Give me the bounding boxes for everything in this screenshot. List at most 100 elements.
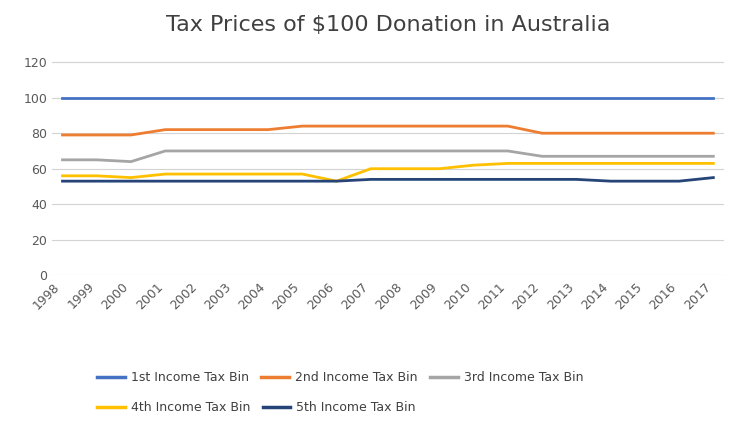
2nd Income Tax Bin xyxy=(640,131,649,136)
2nd Income Tax Bin xyxy=(538,131,547,136)
5th Income Tax Bin xyxy=(93,178,101,184)
Title: Tax Prices of $100 Donation in Australia: Tax Prices of $100 Donation in Australia xyxy=(166,15,610,35)
5th Income Tax Bin xyxy=(127,178,136,184)
Legend: 4th Income Tax Bin, 5th Income Tax Bin: 4th Income Tax Bin, 5th Income Tax Bin xyxy=(92,396,421,419)
3rd Income Tax Bin xyxy=(606,154,615,159)
2nd Income Tax Bin xyxy=(366,123,375,129)
4th Income Tax Bin xyxy=(435,166,444,171)
5th Income Tax Bin xyxy=(435,177,444,182)
Line: 2nd Income Tax Bin: 2nd Income Tax Bin xyxy=(63,126,713,135)
2nd Income Tax Bin xyxy=(161,127,170,132)
5th Income Tax Bin xyxy=(401,177,410,182)
5th Income Tax Bin xyxy=(572,177,581,182)
4th Income Tax Bin xyxy=(58,173,67,178)
4th Income Tax Bin xyxy=(161,171,170,177)
3rd Income Tax Bin xyxy=(58,157,67,163)
1st Income Tax Bin xyxy=(709,95,718,100)
2nd Income Tax Bin xyxy=(435,123,444,129)
4th Income Tax Bin xyxy=(263,171,272,177)
5th Income Tax Bin xyxy=(709,175,718,180)
5th Income Tax Bin xyxy=(263,178,272,184)
2nd Income Tax Bin xyxy=(195,127,204,132)
4th Income Tax Bin xyxy=(332,178,341,184)
1st Income Tax Bin xyxy=(504,95,513,100)
5th Income Tax Bin xyxy=(606,178,615,184)
1st Income Tax Bin xyxy=(298,95,307,100)
3rd Income Tax Bin xyxy=(263,148,272,154)
4th Income Tax Bin xyxy=(229,171,238,177)
5th Income Tax Bin xyxy=(229,178,238,184)
1st Income Tax Bin xyxy=(674,95,683,100)
4th Income Tax Bin xyxy=(640,161,649,166)
4th Income Tax Bin xyxy=(538,161,547,166)
3rd Income Tax Bin xyxy=(332,148,341,154)
4th Income Tax Bin xyxy=(709,161,718,166)
4th Income Tax Bin xyxy=(93,173,101,178)
4th Income Tax Bin xyxy=(606,161,615,166)
5th Income Tax Bin xyxy=(366,177,375,182)
2nd Income Tax Bin xyxy=(263,127,272,132)
1st Income Tax Bin xyxy=(93,95,101,100)
1st Income Tax Bin xyxy=(606,95,615,100)
5th Income Tax Bin xyxy=(161,178,170,184)
5th Income Tax Bin xyxy=(538,177,547,182)
5th Income Tax Bin xyxy=(195,178,204,184)
2nd Income Tax Bin xyxy=(401,123,410,129)
1st Income Tax Bin xyxy=(401,95,410,100)
3rd Income Tax Bin xyxy=(93,157,101,163)
1st Income Tax Bin xyxy=(366,95,375,100)
3rd Income Tax Bin xyxy=(161,148,170,154)
2nd Income Tax Bin xyxy=(127,132,136,138)
3rd Income Tax Bin xyxy=(709,154,718,159)
4th Income Tax Bin xyxy=(366,166,375,171)
1st Income Tax Bin xyxy=(469,95,478,100)
2nd Income Tax Bin xyxy=(709,131,718,136)
Line: 4th Income Tax Bin: 4th Income Tax Bin xyxy=(63,163,713,181)
3rd Income Tax Bin xyxy=(127,159,136,164)
3rd Income Tax Bin xyxy=(195,148,204,154)
1st Income Tax Bin xyxy=(572,95,581,100)
1st Income Tax Bin xyxy=(640,95,649,100)
5th Income Tax Bin xyxy=(58,178,67,184)
2nd Income Tax Bin xyxy=(606,131,615,136)
3rd Income Tax Bin xyxy=(538,154,547,159)
3rd Income Tax Bin xyxy=(435,148,444,154)
2nd Income Tax Bin xyxy=(58,132,67,138)
3rd Income Tax Bin xyxy=(674,154,683,159)
1st Income Tax Bin xyxy=(263,95,272,100)
2nd Income Tax Bin xyxy=(674,131,683,136)
1st Income Tax Bin xyxy=(332,95,341,100)
1st Income Tax Bin xyxy=(538,95,547,100)
5th Income Tax Bin xyxy=(640,178,649,184)
3rd Income Tax Bin xyxy=(504,148,513,154)
1st Income Tax Bin xyxy=(127,95,136,100)
4th Income Tax Bin xyxy=(469,163,478,168)
1st Income Tax Bin xyxy=(435,95,444,100)
5th Income Tax Bin xyxy=(469,177,478,182)
1st Income Tax Bin xyxy=(195,95,204,100)
3rd Income Tax Bin xyxy=(298,148,307,154)
2nd Income Tax Bin xyxy=(229,127,238,132)
3rd Income Tax Bin xyxy=(229,148,238,154)
5th Income Tax Bin xyxy=(504,177,513,182)
2nd Income Tax Bin xyxy=(93,132,101,138)
Line: 3rd Income Tax Bin: 3rd Income Tax Bin xyxy=(63,151,713,162)
1st Income Tax Bin xyxy=(229,95,238,100)
2nd Income Tax Bin xyxy=(332,123,341,129)
3rd Income Tax Bin xyxy=(366,148,375,154)
3rd Income Tax Bin xyxy=(401,148,410,154)
1st Income Tax Bin xyxy=(58,95,67,100)
2nd Income Tax Bin xyxy=(572,131,581,136)
3rd Income Tax Bin xyxy=(572,154,581,159)
Line: 5th Income Tax Bin: 5th Income Tax Bin xyxy=(63,178,713,181)
1st Income Tax Bin xyxy=(161,95,170,100)
2nd Income Tax Bin xyxy=(504,123,513,129)
4th Income Tax Bin xyxy=(195,171,204,177)
5th Income Tax Bin xyxy=(332,178,341,184)
2nd Income Tax Bin xyxy=(298,123,307,129)
2nd Income Tax Bin xyxy=(469,123,478,129)
5th Income Tax Bin xyxy=(298,178,307,184)
4th Income Tax Bin xyxy=(674,161,683,166)
3rd Income Tax Bin xyxy=(469,148,478,154)
5th Income Tax Bin xyxy=(674,178,683,184)
